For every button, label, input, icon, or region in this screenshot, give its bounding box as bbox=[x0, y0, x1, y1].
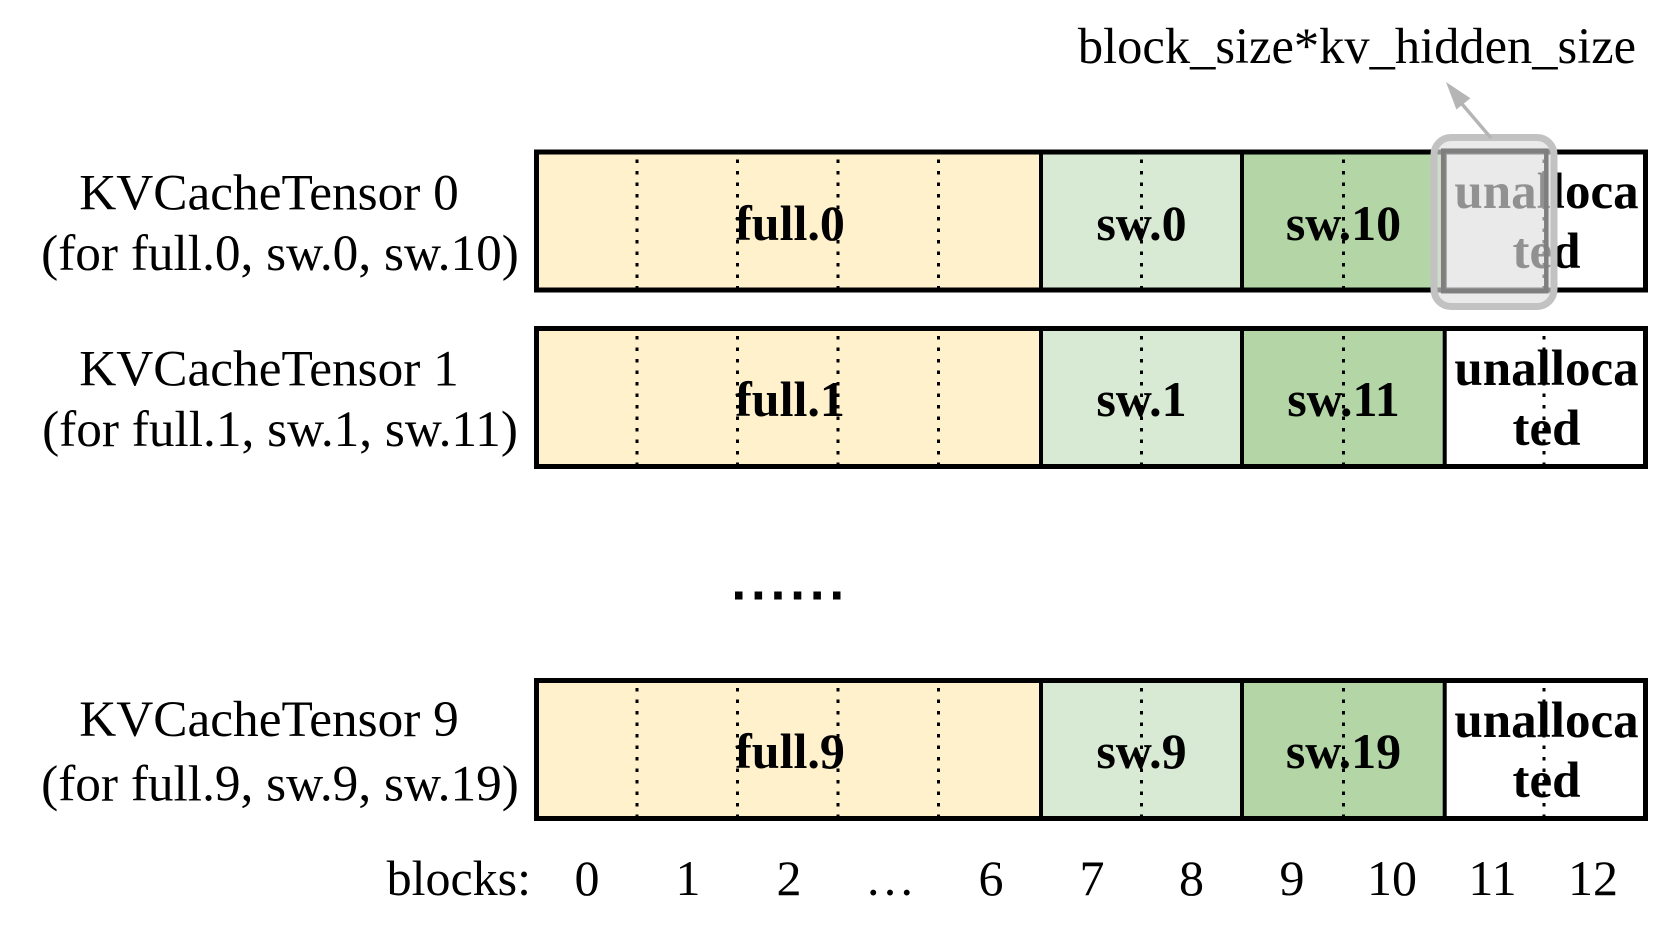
svg-text:KVCacheTensor 9: KVCacheTensor 9 bbox=[79, 691, 459, 748]
svg-text:ted: ted bbox=[1513, 753, 1581, 809]
svg-text:full.1: full.1 bbox=[735, 371, 845, 427]
svg-text:full.0: full.0 bbox=[735, 195, 845, 251]
svg-text:KVCacheTensor 0: KVCacheTensor 0 bbox=[79, 165, 459, 222]
svg-text:(for full.0, sw.0, sw.10): (for full.0, sw.0, sw.10) bbox=[41, 225, 519, 282]
svg-text:7: 7 bbox=[1080, 850, 1105, 906]
svg-text:0: 0 bbox=[575, 850, 600, 906]
svg-text:sw.9: sw.9 bbox=[1096, 723, 1186, 779]
svg-text:6: 6 bbox=[979, 850, 1004, 906]
svg-text:sw.19: sw.19 bbox=[1286, 723, 1401, 779]
svg-text:…: … bbox=[865, 850, 915, 906]
svg-text:unalloca: unalloca bbox=[1454, 341, 1638, 397]
svg-text:unalloca: unalloca bbox=[1454, 693, 1638, 749]
svg-text:full.9: full.9 bbox=[735, 723, 845, 779]
svg-text:sw.11: sw.11 bbox=[1287, 371, 1400, 427]
svg-text:2: 2 bbox=[777, 850, 802, 906]
svg-text:KVCacheTensor 1: KVCacheTensor 1 bbox=[79, 341, 459, 398]
svg-text:blocks:: blocks: bbox=[387, 850, 531, 906]
svg-text:block_size*kv_hidden_size: block_size*kv_hidden_size bbox=[1078, 18, 1636, 74]
svg-text:8: 8 bbox=[1179, 850, 1204, 906]
svg-text:ted: ted bbox=[1513, 401, 1581, 457]
svg-text:1: 1 bbox=[676, 850, 701, 906]
svg-text:sw.10: sw.10 bbox=[1286, 195, 1401, 251]
svg-text:10: 10 bbox=[1367, 850, 1417, 906]
svg-text:12: 12 bbox=[1568, 850, 1618, 906]
svg-text:sw.0: sw.0 bbox=[1096, 195, 1186, 251]
svg-text:(for full.1, sw.1, sw.11): (for full.1, sw.1, sw.11) bbox=[42, 401, 518, 458]
svg-text:(for full.9, sw.9, sw.19): (for full.9, sw.9, sw.19) bbox=[41, 756, 519, 813]
svg-text:9: 9 bbox=[1280, 850, 1305, 906]
svg-text:11: 11 bbox=[1468, 850, 1516, 906]
svg-text:sw.1: sw.1 bbox=[1096, 371, 1186, 427]
